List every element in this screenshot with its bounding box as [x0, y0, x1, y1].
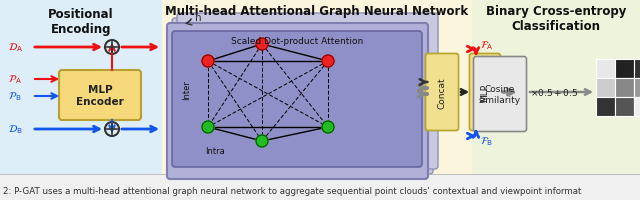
Text: Intra: Intra — [205, 146, 225, 155]
Text: Cosine
similarity: Cosine similarity — [479, 85, 521, 104]
FancyBboxPatch shape — [59, 71, 141, 120]
Text: MLP: MLP — [481, 84, 490, 102]
Text: Binary Cross-entropy
Classification: Binary Cross-entropy Classification — [486, 5, 626, 33]
Text: Inter: Inter — [182, 80, 191, 99]
Text: $\mathcal{P}_\mathrm{A}$: $\mathcal{P}_\mathrm{A}$ — [8, 73, 22, 86]
Circle shape — [322, 56, 334, 68]
Bar — [472, 0, 640, 174]
Text: Concat: Concat — [438, 77, 447, 108]
Bar — [0, 0, 162, 174]
Bar — [615, 79, 634, 98]
Bar — [615, 98, 634, 116]
FancyBboxPatch shape — [470, 54, 500, 131]
Text: Multi-head Attentional Graph Neural Network: Multi-head Attentional Graph Neural Netw… — [165, 5, 468, 18]
Text: $\mathcal{P}_\mathrm{B}$: $\mathcal{P}_\mathrm{B}$ — [8, 90, 22, 103]
Circle shape — [202, 56, 214, 68]
Bar — [634, 98, 640, 116]
Bar — [0, 174, 640, 200]
Circle shape — [256, 135, 268, 147]
Text: 2: P-GAT uses a multi-head attentional graph neural network to aggregate sequent: 2: P-GAT uses a multi-head attentional g… — [3, 187, 581, 196]
Circle shape — [256, 39, 268, 51]
Bar — [596, 60, 615, 79]
FancyBboxPatch shape — [474, 57, 527, 132]
Text: $\mathcal{D}_\mathrm{B}$: $\mathcal{D}_\mathrm{B}$ — [8, 123, 23, 136]
Text: MLP
Encoder: MLP Encoder — [76, 85, 124, 106]
Text: $\mathcal{D}_\mathrm{A}$: $\mathcal{D}_\mathrm{A}$ — [8, 41, 23, 54]
FancyBboxPatch shape — [167, 24, 428, 179]
FancyBboxPatch shape — [172, 19, 433, 174]
FancyBboxPatch shape — [172, 32, 422, 167]
Text: h: h — [195, 13, 202, 23]
Bar — [162, 0, 472, 174]
Circle shape — [202, 121, 214, 133]
FancyBboxPatch shape — [177, 14, 438, 169]
Text: Positional
Encoding: Positional Encoding — [48, 8, 114, 36]
Text: Scaled Dot-product Attention: Scaled Dot-product Attention — [232, 37, 364, 46]
Bar — [596, 79, 615, 98]
Text: $\mathcal{F}_\mathrm{B}$: $\mathcal{F}_\mathrm{B}$ — [480, 135, 493, 148]
Bar — [634, 60, 640, 79]
Circle shape — [322, 121, 334, 133]
Bar — [634, 79, 640, 98]
Bar — [615, 60, 634, 79]
Bar — [596, 98, 615, 116]
Text: $\times 0.5+0.5$: $\times 0.5+0.5$ — [530, 87, 579, 98]
FancyBboxPatch shape — [426, 54, 458, 131]
Text: $\mathcal{F}_\mathrm{A}$: $\mathcal{F}_\mathrm{A}$ — [480, 39, 494, 52]
